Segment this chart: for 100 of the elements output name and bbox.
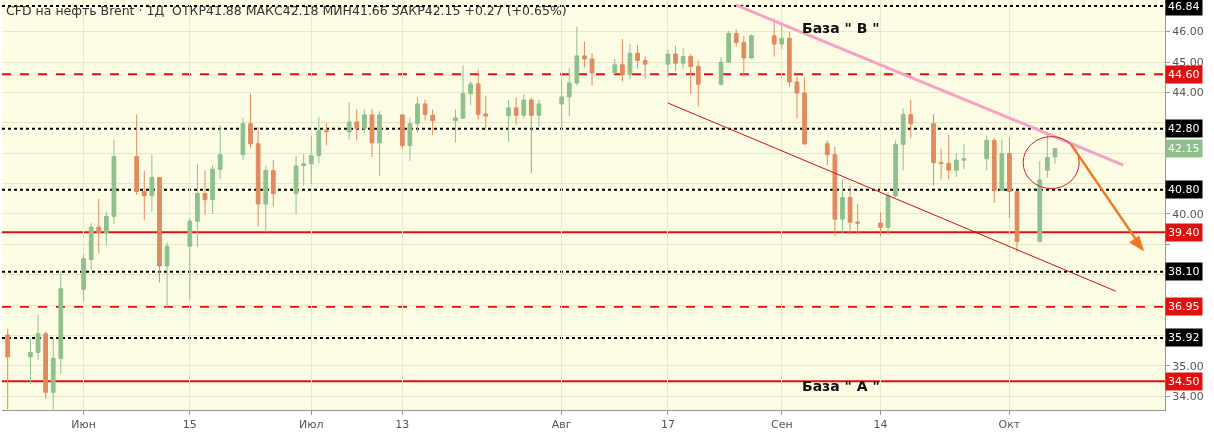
candlestick (5, 328, 11, 410)
candlestick (855, 203, 861, 236)
candlestick (1007, 137, 1012, 219)
candlestick (961, 143, 967, 170)
candlestick (635, 44, 640, 70)
candlestick (680, 47, 686, 70)
candlestick (460, 65, 466, 120)
candlestick (574, 26, 580, 87)
candlestick (620, 38, 625, 82)
candlestick (164, 241, 170, 308)
candlestick (422, 99, 428, 121)
x-tick-label: 14 (873, 418, 888, 432)
candlestick (513, 96, 519, 126)
candlestick (802, 77, 807, 146)
ref-line-label: 35.92 (1168, 331, 1200, 344)
x-tick-label: 13 (395, 418, 410, 432)
candlestick (202, 169, 208, 216)
candlestick (88, 222, 94, 270)
candlestick (248, 93, 253, 149)
text: 42.15 (1168, 142, 1200, 155)
candlestick (1037, 160, 1043, 243)
candlestick (991, 137, 997, 204)
candlestick (528, 97, 534, 174)
candlestick (673, 45, 678, 72)
candlestick (566, 67, 572, 117)
candlestick (81, 254, 86, 302)
candlestick (141, 170, 147, 221)
candlestick (1045, 132, 1050, 178)
candlestick (187, 217, 193, 300)
candlestick (908, 99, 914, 139)
candlestick (362, 108, 367, 134)
candlestick (346, 101, 352, 140)
candlestick (50, 337, 56, 410)
x-tick-label: Окт (998, 418, 1021, 432)
candlestick (946, 134, 952, 180)
candlestick (506, 99, 511, 143)
candlestick (293, 155, 299, 216)
candlestick (695, 59, 701, 107)
candlestick (430, 108, 436, 136)
candlestick (210, 164, 215, 215)
candlestick (453, 108, 458, 144)
y-tick-label: 35.00 (1172, 359, 1204, 373)
candlestick (536, 99, 542, 127)
ref-line-label: 42.80 (1168, 122, 1200, 135)
candlestick (407, 117, 413, 162)
candlestick (111, 139, 117, 225)
candlestick (893, 139, 898, 199)
candlestick (786, 31, 792, 88)
ref-line-label: 39.40 (1168, 226, 1200, 239)
candlestick (28, 337, 33, 385)
candlestick (354, 108, 360, 141)
x-tick-label: Сен (770, 418, 793, 432)
candlestick (999, 139, 1005, 192)
x-tick-label: Июл (298, 418, 324, 432)
candlestick (779, 23, 785, 50)
candlestick (255, 126, 261, 227)
x-tick-label: 15 (182, 418, 197, 432)
candlestick (741, 35, 747, 77)
candlestick (149, 153, 155, 213)
candlestick (157, 176, 162, 284)
candlestick (824, 139, 830, 166)
candlestick (953, 152, 959, 178)
candlestick (847, 185, 853, 235)
candlestick (415, 96, 420, 134)
candlestick (589, 52, 595, 86)
ref-line-label: 34.50 (1168, 375, 1200, 388)
candlestick (938, 148, 944, 180)
y-tick-label: 44.00 (1172, 86, 1204, 100)
ref-line-label: 38.10 (1168, 265, 1200, 278)
candlestick (1052, 147, 1058, 165)
candlestick (832, 146, 838, 237)
candlestick (642, 56, 648, 80)
candlestick (483, 95, 489, 130)
candlestick (308, 135, 314, 185)
candlestick (240, 117, 246, 161)
candlestick (984, 135, 990, 171)
candlestick (1014, 190, 1020, 253)
candlestick (521, 94, 527, 120)
candlestick (96, 198, 102, 254)
candlestick (58, 270, 64, 375)
candlestick (263, 165, 269, 233)
candlestick (582, 41, 587, 68)
candlestick (399, 114, 405, 150)
chart-title: CFD на нефть Brent · 1Д ОТКР41.88 МАКС42.18 МИН41.66 ЗАКР42.15 +0.27 (+0.65%) (6, 3, 567, 19)
candlestick (840, 178, 845, 235)
candlestick (377, 110, 382, 177)
candlestick (726, 30, 731, 64)
candlestick (878, 211, 883, 237)
candlestick (900, 108, 906, 171)
annotation: База " В " (802, 20, 880, 36)
candlestick (369, 108, 375, 158)
candlestick (270, 159, 276, 207)
y-tick-label: 46.00 (1172, 25, 1204, 39)
candlestick (35, 314, 41, 361)
candlestick (195, 163, 200, 248)
candlestick (665, 49, 671, 78)
candlestick (931, 113, 936, 187)
candlestick (733, 28, 739, 47)
ref-line-label: 40.80 (1168, 183, 1200, 196)
annotation: База " А " (802, 378, 880, 394)
